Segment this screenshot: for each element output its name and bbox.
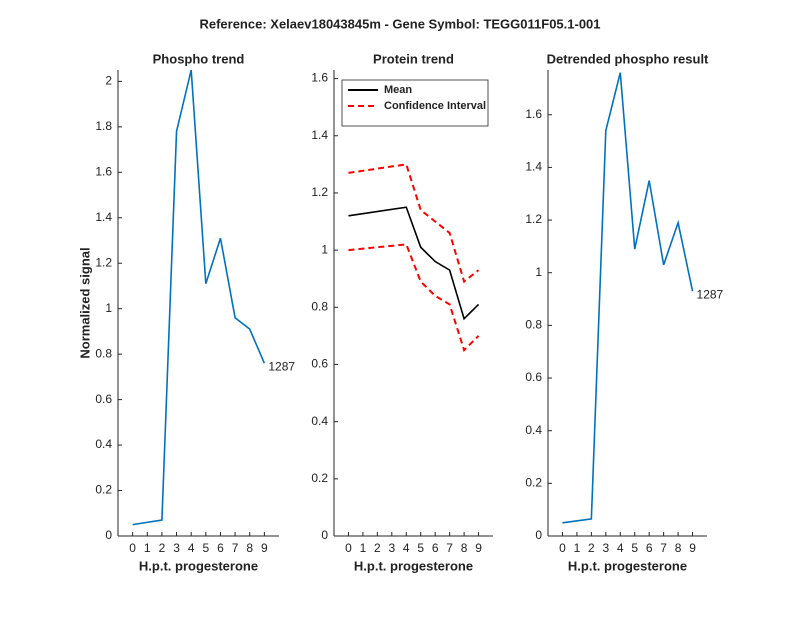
y-tick-label: 0 (535, 528, 542, 542)
x-tick-label: 8 (246, 541, 253, 555)
y-tick-label: 1 (105, 301, 112, 315)
y-axis-label: Normalized signal (77, 247, 92, 358)
y-tick-label: 1 (321, 242, 328, 256)
data-line (348, 163, 480, 284)
y-tick-label: 0.4 (525, 423, 542, 437)
y-tick-label: 0.8 (95, 346, 112, 360)
x-tick-label: 4 (617, 541, 624, 555)
x-tick-label: 6 (646, 541, 653, 555)
x-tick-label: 9 (689, 541, 696, 555)
x-tick-label: 2 (374, 541, 381, 555)
x-tick-label: 1 (144, 541, 151, 555)
x-tick-label: 1 (360, 541, 367, 555)
y-tick-label: 1.6 (525, 107, 542, 121)
y-tick-label: 0.4 (95, 437, 112, 451)
x-tick-label: 7 (446, 541, 453, 555)
legend-label: Confidence Interval (384, 100, 486, 112)
y-tick-label: 1.6 (311, 71, 328, 85)
data-line (132, 69, 266, 526)
data-line (348, 243, 480, 353)
x-tick-label: 9 (475, 541, 482, 555)
end-annotation: 1287 (268, 359, 295, 373)
y-tick-label: 0.6 (95, 392, 112, 406)
y-tick-label: 1 (535, 265, 542, 279)
x-tick-label: 4 (403, 541, 410, 555)
y-tick-label: 0.6 (525, 370, 542, 384)
x-axis-label: H.p.t. progesterone (139, 558, 258, 573)
data-line (348, 206, 480, 321)
y-tick-label: 0.2 (311, 471, 328, 485)
y-tick-label: 0 (321, 528, 328, 542)
x-tick-label: 7 (232, 541, 239, 555)
x-tick-label: 6 (432, 541, 439, 555)
x-tick-label: 3 (388, 541, 395, 555)
x-tick-label: 5 (631, 541, 638, 555)
x-tick-label: 8 (461, 541, 468, 555)
x-tick-label: 9 (261, 541, 268, 555)
legend-box (341, 79, 489, 127)
y-tick-label: 2 (105, 74, 112, 88)
x-tick-label: 1 (574, 541, 581, 555)
y-tick-label: 1.2 (311, 185, 328, 199)
y-tick-label: 1.2 (95, 255, 112, 269)
y-tick-label: 1.4 (525, 160, 542, 174)
x-tick-label: 4 (188, 541, 195, 555)
y-tick-label: 0.6 (311, 357, 328, 371)
y-tick-label: 1.4 (95, 210, 112, 224)
subplot-title: Detrended phospho result (547, 51, 709, 66)
x-tick-label: 3 (173, 541, 180, 555)
y-tick-label: 0.2 (95, 483, 112, 497)
y-tick-label: 0.8 (525, 318, 542, 332)
y-tick-label: 0 (105, 528, 112, 542)
y-tick-label: 0.4 (311, 414, 328, 428)
y-tick-label: 1.6 (95, 164, 112, 178)
x-tick-label: 8 (675, 541, 682, 555)
y-tick-label: 1.4 (311, 128, 328, 142)
legend-label: Mean (384, 84, 412, 96)
x-tick-label: 5 (202, 541, 209, 555)
x-axis-label: H.p.t. progesterone (354, 558, 473, 573)
y-tick-label: 1.2 (525, 212, 542, 226)
y-tick-label: 0.8 (311, 299, 328, 313)
x-tick-label: 2 (588, 541, 595, 555)
x-tick-label: 7 (660, 541, 667, 555)
x-tick-label: 6 (217, 541, 224, 555)
y-tick-label: 1.8 (95, 119, 112, 133)
x-tick-label: 0 (345, 541, 352, 555)
y-tick-label: 0.2 (525, 476, 542, 490)
figure-title: Reference: Xelaev18043845m - Gene Symbol… (199, 16, 600, 31)
x-axis-label: H.p.t. progesterone (568, 558, 687, 573)
x-tick-label: 2 (159, 541, 166, 555)
x-tick-label: 0 (129, 541, 136, 555)
x-tick-label: 3 (602, 541, 609, 555)
x-tick-label: 5 (417, 541, 424, 555)
data-line (562, 72, 694, 524)
subplot-title: Protein trend (373, 51, 454, 66)
subplot-title: Phospho trend (153, 51, 245, 66)
x-tick-label: 0 (559, 541, 566, 555)
end-annotation: 1287 (697, 287, 724, 301)
